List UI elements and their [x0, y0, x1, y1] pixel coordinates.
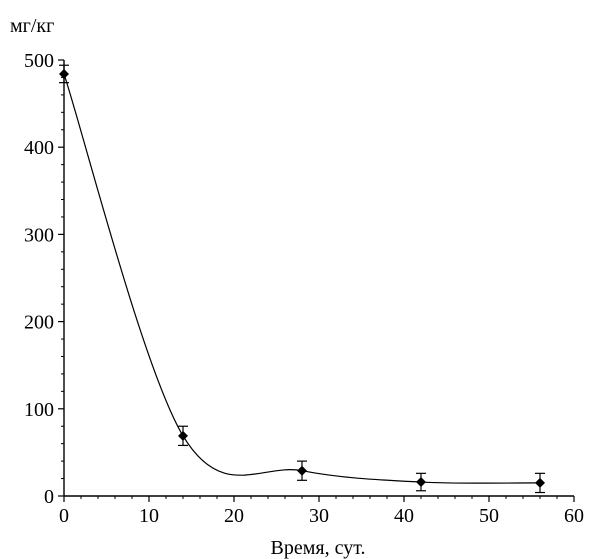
data-point [416, 472, 426, 492]
x-tick-label: 0 [59, 505, 69, 527]
y-tick-label: 500 [24, 50, 54, 72]
diamond-marker [297, 465, 307, 476]
x-tick-label: 10 [139, 505, 159, 527]
x-tick-label: 40 [394, 505, 414, 527]
data-point [535, 472, 545, 494]
y-tick-label: 100 [24, 399, 54, 421]
x-ticks: 0 10 20 30 40 50 60 [59, 496, 584, 527]
diamond-marker [178, 430, 188, 441]
data-point [178, 425, 188, 447]
y-tick-label: 200 [24, 312, 54, 334]
diamond-marker [416, 477, 426, 488]
x-tick-label: 30 [309, 505, 329, 527]
data-points [59, 64, 545, 494]
data-curve [63, 73, 541, 484]
x-axis-title: Время, сут. [271, 537, 366, 559]
x-tick-label: 50 [479, 505, 499, 527]
y-tick-label: 400 [24, 137, 54, 159]
y-ticks: 0 100 200 300 400 500 [24, 50, 64, 508]
x-tick-label: 60 [564, 505, 584, 527]
diamond-marker [59, 68, 69, 79]
y-tick-label: 300 [24, 224, 54, 246]
y-axis-title: мг/кг [10, 15, 54, 37]
y-tick-label: 0 [44, 486, 54, 508]
x-tick-label: 20 [224, 505, 244, 527]
diamond-marker [535, 477, 545, 488]
data-point [297, 460, 307, 481]
data-point [59, 64, 69, 84]
